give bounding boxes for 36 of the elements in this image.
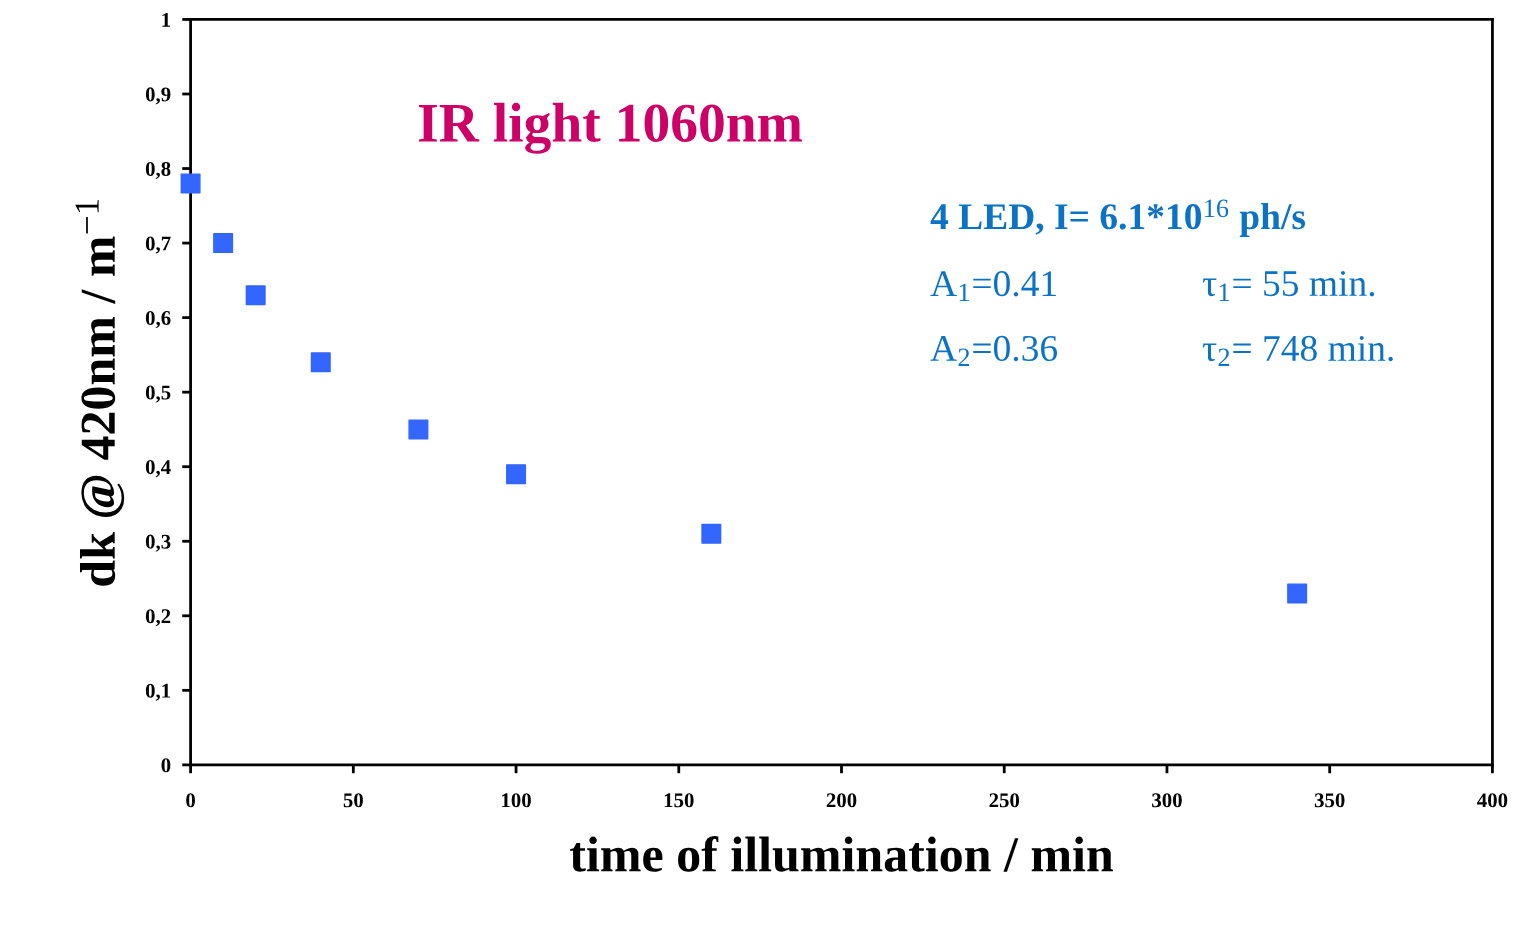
x-tick-label: 350 [1314, 793, 1345, 808]
point [245, 285, 266, 306]
x-tick-label: 250 [989, 793, 1020, 808]
y-tick-label: 0,1 [145, 683, 171, 701]
annotation: 4 LED, I= 6.1*10$^{16}$ ph/s [930, 199, 1306, 237]
x-tick-label: 100 [502, 793, 531, 808]
point [310, 352, 331, 373]
point [408, 419, 429, 440]
y-tick-label: 0,2 [145, 609, 171, 627]
x-tick-label: 150 [664, 793, 694, 808]
x-tick-label: 0 [186, 793, 195, 808]
y-tick-label: 0,5 [145, 385, 171, 403]
x-axis-title: time of illumination / min [570, 836, 1113, 872]
x-tick-label: 50 [343, 793, 363, 808]
point [506, 464, 527, 485]
point [180, 173, 201, 194]
point [701, 523, 722, 544]
point [213, 233, 234, 254]
x-tick-label: 400 [1477, 793, 1508, 808]
annotation: IR light 1060nm [418, 102, 803, 154]
y-axis-title: dk @ 420nm / m$^{−1}$ [75, 200, 125, 586]
y-tick-label: 0,7 [145, 236, 171, 254]
y-tick-label: 0,6 [145, 310, 171, 329]
annotation: τ$_{2}$= 748 min. [1202, 335, 1393, 366]
y-tick-label: 0 [161, 758, 171, 773]
y-tick-label: 1 [162, 12, 171, 27]
y-tick-label: 0,8 [145, 161, 171, 179]
y-tick-label: 0,3 [145, 534, 171, 552]
y-tick-label: 0,9 [145, 87, 171, 105]
x-tick-label: 300 [1152, 793, 1182, 808]
point [1287, 583, 1308, 604]
y-tick-label: 0,4 [145, 460, 171, 478]
annotation: A$_{1}$=0.41 [930, 270, 1056, 302]
annotation: τ$_{1}$= 55 min. [1202, 270, 1375, 301]
annotation: A$_{2}$=0.36 [930, 335, 1058, 366]
x-tick-label: 200 [826, 793, 857, 808]
